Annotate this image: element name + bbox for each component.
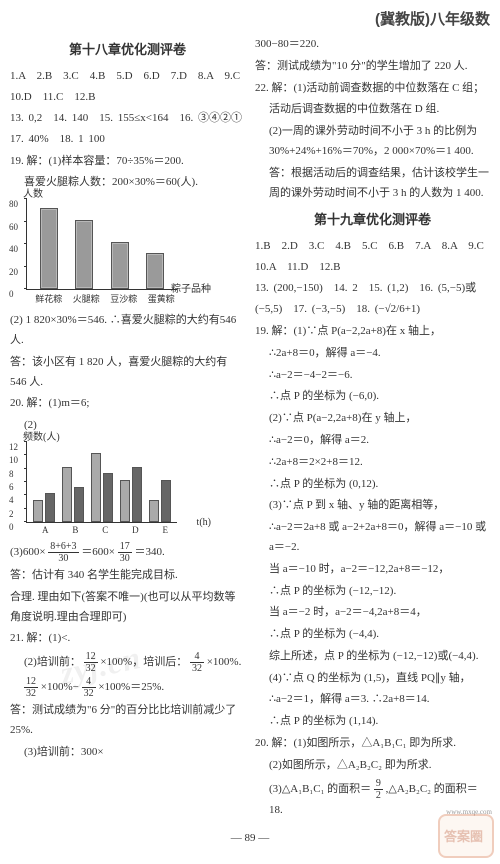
- rq19-16: (4)∵点 Q 的坐标为 (1,5)，直线 PQ∥y 轴，: [255, 669, 490, 689]
- q22-2: 活动后调查数据的中位数落在 D 组.: [255, 100, 490, 120]
- book-header: (冀教版)八年级数: [10, 8, 490, 29]
- chart2-xlabel: t(h): [197, 517, 211, 528]
- q20-3-end: ＝340.: [135, 546, 165, 558]
- q22-4: 答：根据活动后的调查结果，估计该校学生一周的课外劳动时间不小于 3 h 的人数为…: [255, 164, 490, 204]
- chart2-ylabel: 频数(人): [23, 428, 60, 443]
- rq19-10: ∴a−2＝2a+8 或 a−2+2a+8＝0，解得 a＝−10 或 a＝−2.: [255, 518, 490, 558]
- rq19-9: (3)∵点 P 到 x 轴、y 轴的距离相等，: [255, 496, 490, 516]
- answers-13-18: 13. 0,2 14. 140 15. 155≤x<164 16. ③④②① 1…: [10, 108, 245, 150]
- rq19-2: ∴2a+8＝0，解得 a＝−4.: [255, 344, 490, 364]
- rq19-17: ∴a−2＝1，解得 a＝3. ∴2a+8＝14.: [255, 690, 490, 710]
- page: (冀教版)八年级数 第十八章优化测评卷 1.A 2.B 3.C 4.B 5.D …: [0, 0, 500, 864]
- rq19-3: ∴a−2＝−4−2＝−6.: [255, 366, 490, 386]
- rq19-1: 19. 解：(1)∵点 P(a−2,2a+8)在 x 轴上，: [255, 322, 490, 342]
- rq19-11: 当 a＝−10 时，a−2＝−12,2a+8＝−12，: [255, 560, 490, 580]
- q22-1: 22. 解：(1)活动前调查数据的中位数落在 C 组；: [255, 79, 490, 99]
- bar-chart-2: 频数(人) t(h) 024681012: [26, 442, 177, 523]
- q20-3-mid: ＝600×: [81, 546, 115, 558]
- q20-5: 合理. 理由如下(答案不唯一)(也可以从平均数等角度说明.理由合理即可): [10, 588, 245, 628]
- rq19-8: ∴点 P 的坐标为 (0,12).: [255, 475, 490, 495]
- q20-3: (3)600× 8+6+3 30 ＝600× 17 30 ＝340.: [10, 541, 245, 564]
- chart-20: 频数(人) t(h) 024681012 ABCDE: [26, 442, 245, 535]
- rq20-2: (2)如图所示，△A₂B₂C₂ 即为所求.: [255, 756, 490, 776]
- left-column: 第十八章优化测评卷 1.A 2.B 3.C 4.B 5.D 6.D 7.D 8.…: [10, 33, 245, 822]
- rq19-7: ∴2a+8＝2×2+8＝12.: [255, 453, 490, 473]
- right-column: 300−80＝220. 答：测试成绩为"10 分"的学生增加了 220 人. 2…: [255, 33, 490, 822]
- q19-line1: 19. 解：(1)样本容量：70÷35%＝200.: [10, 152, 245, 172]
- q21-4: (3)培训前：300×: [10, 743, 245, 763]
- bar-chart-1: 人数 粽子品种 020406080: [26, 199, 177, 290]
- rq19-14: ∴点 P 的坐标为 (−4,4).: [255, 625, 490, 645]
- r-answers-13-18: 13. (200,−150) 14. 2 15. (1,2) 16. (5,−5…: [255, 278, 490, 320]
- r-answers-1-12: 1.B 2.D 3.C 4.B 5.C 6.B 7.A 8.A 9.C 10.A…: [255, 236, 490, 278]
- rq19-5: (2)∵点 P(a−2,2a+8)在 y 轴上，: [255, 409, 490, 429]
- chart-19: 人数 粽子品种 020406080 鲜花粽火腿粽豆沙粽蛋黄粽: [26, 199, 245, 305]
- q21-1: 21. 解：(1)<.: [10, 629, 245, 649]
- r-pre2: 答：测试成绩为"10 分"的学生增加了 220 人.: [255, 57, 490, 77]
- answers-1-12: 1.A 2.B 3.C 4.B 5.D 6.D 7.D 8.A 9.C 10.D…: [10, 66, 245, 108]
- q19-line2: 喜爱火腿粽人数：200×30%＝60(人).: [10, 173, 245, 193]
- q19-3: 答：该小区有 1 820 人，喜爱火腿粽的大约有 546 人.: [10, 353, 245, 393]
- rq19-18: ∴点 P 的坐标为 (1,14).: [255, 712, 490, 732]
- q22-3: (2)一周的课外劳动时间不小于 3 h 的比例为 30%+24%+16%＝70%…: [255, 122, 490, 162]
- q20-4: 答：估计有 340 名学生能完成目标.: [10, 566, 245, 586]
- rq19-6: ∴a−2＝0，解得 a＝2.: [255, 431, 490, 451]
- q21-3: 1232 ×100%− 432 ×100%＝25%.: [10, 676, 245, 699]
- rq19-15: 综上所述，点 P 的坐标为 (−12,−12)或(−4,4).: [255, 647, 490, 667]
- chart2-xticks: ABCDE: [26, 523, 184, 535]
- frac-2: 17 30: [118, 541, 132, 564]
- chapter-19-title: 第十九章优化测评卷: [255, 209, 490, 228]
- page-number: — 89 —: [10, 832, 490, 844]
- chart1-xticks: 鲜花粽火腿粽豆沙粽蛋黄粽: [26, 290, 184, 305]
- chart1-xlabel: 粽子品种: [171, 280, 211, 295]
- rq19-4: ∴点 P 的坐标为 (−6,0).: [255, 387, 490, 407]
- q21-ans: 答：测试成绩为"6 分"的百分比比培训前减少了 25%.: [10, 701, 245, 741]
- r-pre1: 300−80＝220.: [255, 35, 490, 55]
- q20-1: 20. 解：(1)m＝6;: [10, 394, 245, 414]
- q19-2: (2) 1 820×30%＝546. ∴喜爱火腿粽的大约有546人.: [10, 311, 245, 351]
- frac-1: 8+6+3 30: [48, 541, 78, 564]
- rq20-1: 20. 解：(1)如图所示，△A₁B₁C₁ 即为所求.: [255, 734, 490, 754]
- q21-2: (2)培训前： 1232 ×100%，培训后： 432 ×100%.: [10, 651, 245, 674]
- chapter-18-title: 第十八章优化测评卷: [10, 39, 245, 58]
- rq19-12: ∴点 P 的坐标为 (−12,−12).: [255, 582, 490, 602]
- q20-3-pre: (3)600×: [10, 546, 46, 558]
- two-column-layout: 第十八章优化测评卷 1.A 2.B 3.C 4.B 5.D 6.D 7.D 8.…: [10, 33, 490, 822]
- rq19-13: 当 a＝−2 时，a−2＝−4,2a+8＝4，: [255, 603, 490, 623]
- answer-stamp-icon: [438, 814, 494, 858]
